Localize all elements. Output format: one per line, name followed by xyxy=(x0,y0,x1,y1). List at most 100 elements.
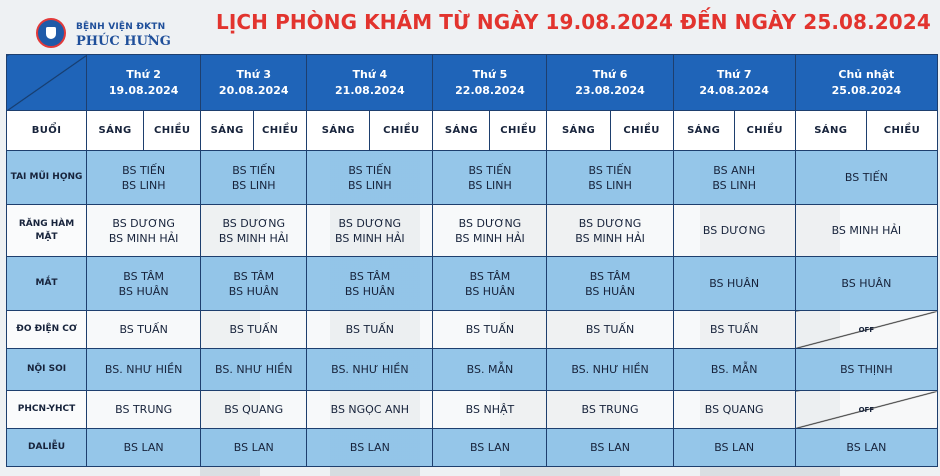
doctor-name: BS DƯƠNG xyxy=(458,216,522,230)
doctor-cell: BS. NHƯ HIỀN xyxy=(306,348,434,391)
doctor-cell: BS NGỌC ANH xyxy=(306,390,434,429)
clinic-name: MẮT xyxy=(5,256,88,311)
day-header: Thứ 7 24.08.2024 xyxy=(672,54,796,111)
doctor-name: BS THỊNH xyxy=(840,363,893,376)
clinic-name: ĐO ĐIỆN CƠ xyxy=(5,310,88,349)
doctor-name: BS DƯƠNG xyxy=(338,216,402,230)
doctor-cell: BS LAN xyxy=(794,428,939,467)
doctor-cell: BS HUÂN xyxy=(672,256,796,311)
doctor-name: BS NGỌC ANH xyxy=(330,403,410,416)
session-afternoon: CHIỀU xyxy=(733,110,796,151)
doctor-name: BS MINH HẢI xyxy=(575,231,645,245)
doctor-name: BS QUANG xyxy=(224,403,284,416)
doctor-name: BS. MẪN xyxy=(710,363,758,376)
doctor-name: BS MINH HẢI xyxy=(335,231,405,245)
doctor-name: BS NHẬT xyxy=(465,403,515,416)
clinic-row: DALIỄU BS LAN BS LAN BS LAN BS LAN BS LAN BS L… xyxy=(5,428,939,467)
off-cell: OFF xyxy=(794,390,939,429)
doctor-name: OFF xyxy=(858,325,875,334)
doctor-cell: BS TIẾN BS LINH xyxy=(432,150,548,205)
doctor-name: BS QUANG xyxy=(704,403,764,416)
doctor-name: BS TIẾN xyxy=(588,163,632,177)
schedule-table: Thứ 2 19.08.2024 Thứ 3 20.08.2024 Thứ 4 21.08… xyxy=(5,54,939,467)
hospital-name-line2: PHÚC HƯNG xyxy=(76,34,171,49)
doctor-name: BS TÂM xyxy=(349,269,391,283)
doctor-name: BS. NHƯ HIỀN xyxy=(331,363,409,376)
doctor-name: BS HUÂN xyxy=(841,277,892,290)
doctor-cell: BS TÂM BS HUÂN xyxy=(546,256,674,311)
session-afternoon: CHIỀU xyxy=(369,110,434,151)
doctor-name: BS MINH HẢI xyxy=(455,231,525,245)
session-morning: SÁNG xyxy=(306,110,371,151)
doctor-name: BS HUÂN xyxy=(118,284,169,298)
session-afternoon: CHIỀU xyxy=(253,110,308,151)
doctor-cell: BS TUẤN xyxy=(546,310,674,349)
day-name: Chủ nhật xyxy=(838,68,895,81)
day-name: Thứ 3 xyxy=(236,68,272,81)
doctor-name: BS LINH xyxy=(468,178,512,192)
doctor-name: BS LAN xyxy=(846,441,887,454)
doctor-cell: BS DƯƠNG BS MINH HẢI xyxy=(86,204,202,257)
clinic-name: DALIỄU xyxy=(5,428,88,467)
day-name: Thứ 2 xyxy=(126,68,161,81)
doctor-name: BS HUÂN xyxy=(585,284,635,298)
doctor-cell: BS LAN xyxy=(86,428,202,467)
hospital-logo-icon xyxy=(36,18,66,48)
doctor-cell: BS TÂM BS HUÂN xyxy=(86,256,202,311)
doctor-cell: BS. MẪN xyxy=(432,348,548,391)
doctor-name: BS TUẤN xyxy=(229,323,278,336)
clinic-name: NỘI SOI xyxy=(5,348,88,391)
doctor-name: BS. MẪN xyxy=(466,363,514,376)
session-morning: SÁNG xyxy=(86,110,145,151)
doctor-name: BS LINH xyxy=(588,178,632,192)
day-name: Thứ 4 xyxy=(352,68,388,81)
doctor-cell: BS LAN xyxy=(200,428,308,467)
doctor-name: BS HUÂN xyxy=(464,284,515,298)
doctor-name: BS LINH xyxy=(712,178,757,192)
doctor-name: OFF xyxy=(858,405,875,414)
doctor-cell: BS TRUNG xyxy=(546,390,674,429)
day-header: Thứ 6 23.08.2024 xyxy=(546,54,674,111)
doctor-cell: BS MINH HẢI xyxy=(794,204,939,257)
doctor-cell: BS NHẬT xyxy=(432,390,548,429)
session-afternoon: CHIỀU xyxy=(865,110,939,151)
clinic-row: MẮT BS TÂM BS HUÂN BS TÂM BS HUÂN BS TÂM BS HU… xyxy=(5,256,939,311)
doctor-cell: BS LAN xyxy=(546,428,674,467)
clinic-name: RĂNG HÀM MẶT xyxy=(5,204,88,257)
doctor-cell: BS TIẾN BS LINH xyxy=(86,150,202,205)
clinic-row: RĂNG HÀM MẶT BS DƯƠNG BS MINH HẢI BS DƯƠNG B… xyxy=(5,204,939,257)
hospital-name-line1: BỆNH VIỆN ĐKTN xyxy=(76,22,166,32)
day-date: 24.08.2024 xyxy=(699,84,769,97)
doctor-name: BS LAN xyxy=(469,441,510,454)
doctor-name: BS TIẾN xyxy=(844,171,888,184)
header: BỆNH VIỆN ĐKTN PHÚC HƯNG LỊCH PHÒNG KHÁM… xyxy=(0,0,940,54)
doctor-cell: BS TUẤN xyxy=(306,310,434,349)
day-header: Thứ 3 20.08.2024 xyxy=(200,54,308,111)
doctor-cell: BS TIẾN BS LINH xyxy=(200,150,308,205)
doctor-cell: BS. NHƯ HIỀN xyxy=(86,348,202,391)
doctor-name: BS TIẾN xyxy=(348,163,392,177)
doctor-cell: BS TUẤN xyxy=(200,310,308,349)
clinic-row: TAI MŨI HỌNG BS TIẾN BS LINH BS TIẾN BS LINH… xyxy=(5,150,939,205)
day-header: Thứ 5 22.08.2024 xyxy=(432,54,548,111)
doctor-name: BS TUẤN xyxy=(345,323,394,336)
doctor-cell: BS LAN xyxy=(306,428,434,467)
doctor-cell: BS THỊNH xyxy=(794,348,939,391)
doctor-name: BS TRUNG xyxy=(115,403,173,416)
doctor-name: BS TUẤN xyxy=(119,323,168,336)
clinic-name: TAI MŨI HỌNG xyxy=(5,150,88,205)
doctor-name: BS HUÂN xyxy=(228,284,279,298)
doctor-cell: BS TIẾN BS LINH xyxy=(306,150,434,205)
doctor-name: BS LAN xyxy=(714,441,755,454)
day-date: 23.08.2024 xyxy=(575,84,645,97)
off-cell: OFF xyxy=(794,310,939,349)
page-title: LỊCH PHÒNG KHÁM TỪ NGÀY 19.08.2024 ĐẾN N… xyxy=(216,10,931,34)
doctor-cell: BS ANH BS LINH xyxy=(672,150,796,205)
clinic-row: PHCN-YHCT BS TRUNG BS QUANG BS NGỌC ANH BS N… xyxy=(5,390,939,429)
doctor-cell: BS TÂM BS HUÂN xyxy=(432,256,548,311)
doctor-cell: BS DƯƠNG BS MINH HẢI xyxy=(306,204,434,257)
doctor-name: BS TÂM xyxy=(589,269,631,283)
doctor-cell: BS TÂM BS HUÂN xyxy=(306,256,434,311)
doctor-name: BS LAN xyxy=(590,441,631,454)
doctor-cell: BS DƯƠNG BS MINH HẢI xyxy=(546,204,674,257)
